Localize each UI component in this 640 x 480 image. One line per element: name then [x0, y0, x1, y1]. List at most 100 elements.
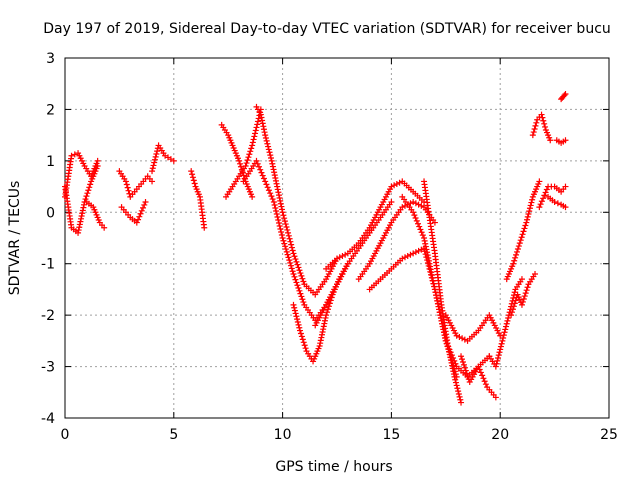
data-point — [492, 363, 499, 370]
data-point-fill — [277, 226, 284, 232]
y-tick-label: 0 — [46, 205, 55, 221]
data-point — [149, 168, 156, 175]
data-point — [101, 224, 108, 231]
data-point-fill — [497, 346, 504, 353]
data-point — [410, 199, 417, 205]
data-point-fill — [271, 169, 278, 176]
data-point-fill — [272, 205, 279, 211]
data-point-fill — [282, 221, 289, 228]
data-point-fill — [422, 240, 429, 247]
tick-labels: 0 5 10 15 20 25 -4 -3 -2 -1 0 1 2 3 — [41, 51, 618, 443]
data-point-fill — [503, 323, 510, 330]
data-point-fill — [71, 151, 78, 158]
data-point-fill — [297, 270, 304, 277]
data-point-fill — [476, 366, 483, 373]
data-point-fill — [275, 217, 282, 223]
data-point-fill — [267, 190, 274, 197]
data-point-fill — [324, 306, 331, 313]
data-point-fill — [494, 357, 501, 364]
y-tick-label: -3 — [41, 360, 55, 376]
data-point-fill — [540, 117, 547, 124]
data-point-fill — [292, 256, 299, 263]
y-tick-label: -2 — [41, 308, 55, 324]
data-point-fill — [428, 272, 435, 279]
data-point-fill — [124, 184, 131, 191]
data-point-fill — [83, 193, 90, 200]
data-point-fill — [527, 202, 534, 209]
data-point-fill — [123, 181, 130, 188]
data-point — [562, 204, 569, 211]
data-point-fill — [402, 254, 408, 261]
data-point-fill — [259, 117, 266, 124]
data-point-fill — [138, 207, 145, 214]
data-point — [499, 337, 506, 344]
data-point — [334, 255, 340, 262]
data-point-fill — [293, 279, 300, 286]
data-point-fill — [509, 309, 516, 316]
data-point-fill — [296, 267, 303, 274]
data-point-fill — [419, 232, 426, 239]
data-point-fill — [294, 261, 301, 268]
data-point-fill — [528, 199, 535, 206]
data-point-fill — [415, 247, 422, 254]
data-point-fill — [519, 298, 526, 305]
data-point-fill — [513, 251, 520, 258]
data-point-fill — [189, 171, 196, 178]
data-point-fill — [428, 269, 435, 276]
data-point-fill — [299, 336, 306, 343]
data-point-fill — [503, 320, 510, 327]
data-point — [188, 168, 195, 175]
data-point — [253, 157, 260, 164]
data-point-fill — [396, 179, 403, 186]
data-point-fill — [522, 290, 529, 297]
data-point — [388, 183, 395, 190]
data-point-fill — [272, 175, 279, 181]
data-point — [68, 152, 75, 159]
data-point-fill — [191, 180, 198, 187]
data-point-fill — [524, 213, 531, 220]
data-point-fill — [511, 257, 518, 264]
data-point-fill — [554, 200, 561, 207]
data-point-fill — [284, 226, 291, 233]
data-point-fill — [434, 297, 441, 304]
data-point-fill — [278, 229, 285, 235]
data-point-fill — [249, 139, 256, 146]
data-point-fill — [296, 287, 303, 294]
data-point-fill — [459, 335, 466, 342]
data-point-fill — [260, 175, 267, 182]
data-point-fill — [542, 123, 549, 130]
data-point — [518, 276, 525, 283]
y-tick-label: 1 — [46, 154, 55, 170]
data-point-fill — [457, 396, 464, 403]
data-point — [529, 132, 536, 139]
data-point-fill — [274, 183, 281, 190]
data-point — [290, 271, 297, 277]
x-tick-label: 0 — [61, 427, 70, 443]
data-point-fill — [452, 376, 459, 383]
data-point-fill — [393, 181, 400, 187]
data-point-fill — [533, 119, 540, 126]
data-point-fill — [285, 229, 292, 236]
data-point-fill — [251, 133, 258, 140]
data-point-fill — [125, 187, 132, 194]
data-point-fill — [263, 137, 270, 144]
data-point-fill — [240, 172, 247, 179]
data-point-fill — [287, 238, 294, 245]
data-point-fill — [424, 249, 431, 256]
data-point-fill — [523, 287, 530, 294]
data-point-fill — [423, 246, 430, 253]
data-point — [538, 111, 545, 118]
data-point-fill — [151, 159, 158, 166]
data-point-fill — [422, 243, 429, 250]
data-point-fill — [298, 272, 305, 279]
data-point-fill — [282, 246, 289, 253]
data-point-fill — [524, 216, 531, 223]
data-point — [236, 157, 243, 164]
data-point — [410, 209, 417, 216]
data-point-fill — [291, 307, 298, 314]
data-point-fill — [514, 246, 521, 253]
data-point-fill — [275, 192, 282, 199]
data-point-fill — [416, 223, 423, 230]
